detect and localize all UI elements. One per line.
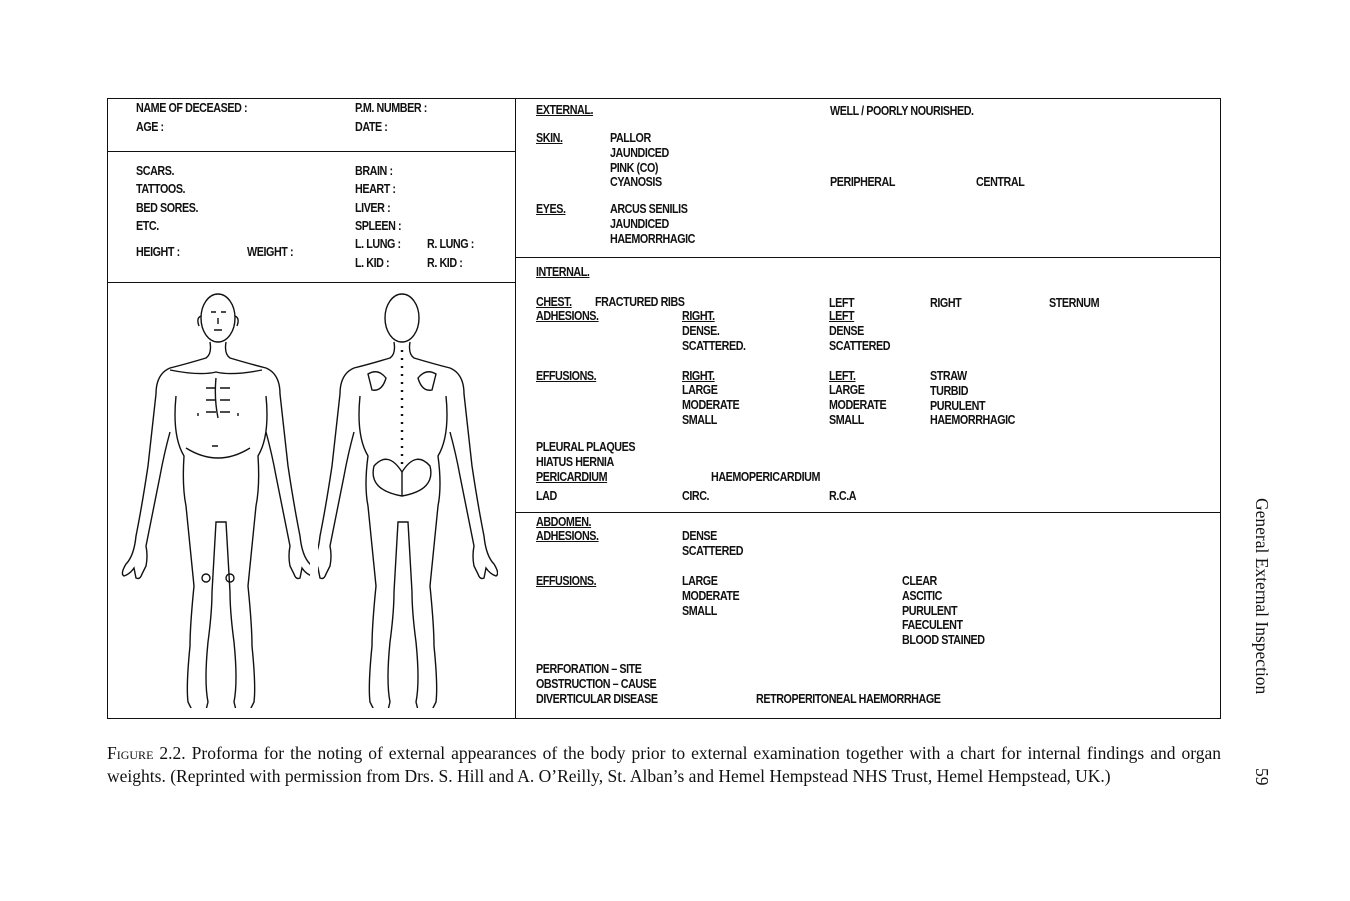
bed-sores-label: BED SORES.	[136, 201, 199, 215]
pm-number-label: P.M. NUMBER :	[355, 101, 427, 115]
left-lung-label: L. LUNG :	[355, 237, 401, 251]
left-kidney-label: L. KID :	[355, 256, 390, 270]
column-divider	[515, 98, 516, 719]
chest-effusions-label: EFFUSIONS.	[536, 369, 597, 383]
page-number: 59	[1252, 768, 1272, 786]
pericardium-label: PERICARDIUM	[536, 470, 608, 484]
effusion-types: STRAW TURBID PURULENT HAEMORRHAGIC	[930, 369, 1016, 428]
central-label: CENTRAL	[976, 175, 1025, 189]
effusions-left-items: LARGE MODERATE SMALL	[829, 383, 887, 427]
adhesions-right-items: DENSE. SCATTERED.	[682, 324, 746, 353]
scars-label: SCARS.	[136, 164, 175, 178]
ribs-right-label: RIGHT	[930, 296, 962, 310]
abdomen-effusion-types: CLEAR ASCITIC PURULENT FAECULENT BLOOD S…	[902, 574, 985, 648]
chest-adhesions-label: ADHESIONS.	[536, 309, 599, 323]
abdomen-effusion-sizes: LARGE MODERATE SMALL	[682, 574, 740, 618]
pleural-hiatus-labels: PLEURAL PLAQUES HIATUS HERNIA	[536, 440, 636, 469]
proforma-form	[107, 98, 1221, 719]
rca-label: R.C.A	[829, 489, 857, 503]
nourished-label: WELL / POORLY NOURISHED.	[830, 104, 974, 118]
date-label: DATE :	[355, 120, 388, 134]
right-lung-label: R. LUNG :	[427, 237, 474, 251]
effusions-right-heading: RIGHT.	[682, 369, 715, 383]
eyes-label: EYES.	[536, 202, 566, 216]
caption-text: Proforma for the noting of external appe…	[107, 743, 1222, 786]
skin-items: PALLOR JAUNDICED PINK (CO) CYANOSIS	[610, 131, 669, 190]
age-label: AGE :	[136, 120, 164, 134]
external-heading: EXTERNAL.	[536, 103, 594, 117]
right-divider-2	[515, 512, 1221, 513]
figure-caption: Figure 2.2. Proforma for the noting of e…	[107, 742, 1221, 788]
left-divider-1	[107, 151, 515, 152]
fractured-ribs-label: FRACTURED RIBS	[595, 295, 685, 309]
body-back-diagram	[318, 293, 498, 708]
perforation-obstruction-labels: PERFORATION – SITE OBSTRUCTION – CAUSE D…	[536, 662, 658, 706]
right-divider-1	[515, 257, 1221, 258]
heart-label: HEART :	[355, 182, 396, 196]
retroperitoneal-label: RETROPERITONEAL HAEMORRHAGE	[756, 692, 941, 706]
sternum-label: STERNUM	[1049, 296, 1100, 310]
skin-label: SKIN.	[536, 131, 563, 145]
weight-label: WEIGHT :	[247, 245, 294, 259]
running-head-title: General External Inspection	[1252, 498, 1272, 695]
liver-label: LIVER :	[355, 201, 391, 215]
peripheral-label: PERIPHERAL	[830, 175, 895, 189]
right-kidney-label: R. KID :	[427, 256, 463, 270]
effusions-right-items: LARGE MODERATE SMALL	[682, 383, 740, 427]
adhesions-left-heading: LEFT	[829, 309, 855, 323]
chest-label: CHEST.	[536, 295, 572, 309]
tattoos-label: TATTOOS.	[136, 182, 186, 196]
abdomen-heading: ABDOMEN.	[536, 515, 592, 529]
spleen-label: SPLEEN :	[355, 219, 402, 233]
haemopericardium-label: HAEMOPERICARDIUM	[711, 470, 820, 484]
abdomen-effusions-label: EFFUSIONS.	[536, 574, 597, 588]
brain-label: BRAIN :	[355, 164, 393, 178]
adhesions-left-items: DENSE SCATTERED	[829, 324, 891, 353]
abdomen-adhesions-label: ADHESIONS.	[536, 529, 599, 543]
etc-label: ETC.	[136, 219, 159, 233]
effusions-left-heading: LEFT.	[829, 369, 856, 383]
eyes-items: ARCUS SENILIS JAUNDICED HAEMORRHAGIC	[610, 202, 696, 246]
lad-label: LAD	[536, 489, 557, 503]
name-of-deceased-label: NAME OF DECEASED :	[136, 101, 248, 115]
ribs-left-label: LEFT	[829, 296, 855, 310]
internal-heading: INTERNAL.	[536, 265, 590, 279]
abdomen-adhesion-items: DENSE SCATTERED	[682, 529, 744, 558]
left-divider-2	[107, 282, 515, 283]
circ-label: CIRC.	[682, 489, 710, 503]
adhesions-right-heading: RIGHT.	[682, 309, 715, 323]
height-label: HEIGHT :	[136, 245, 180, 259]
figure-label: Figure 2.2.	[107, 743, 186, 763]
body-front-diagram	[121, 293, 310, 708]
